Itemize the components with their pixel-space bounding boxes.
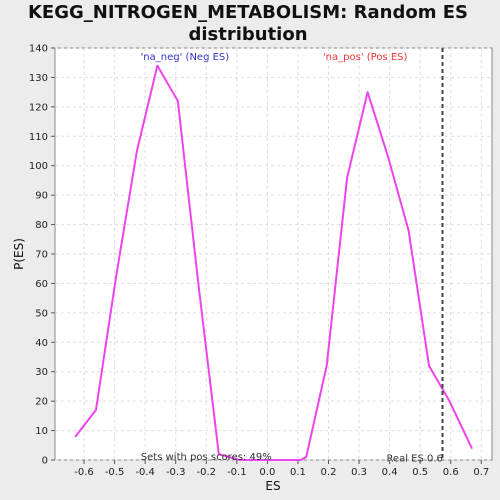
series-point bbox=[346, 176, 348, 179]
series-point bbox=[387, 156, 389, 158]
x-axis-label: ES bbox=[265, 479, 280, 493]
series-point bbox=[299, 459, 302, 461]
x-axis: -0.6 -0.5 -0.4 -0.3 -0.2 -0.1 0.0 0.1 0.2 0.3 0.4 0… bbox=[74, 460, 489, 478]
series-point bbox=[366, 91, 369, 93]
y-tick-label: 100 bbox=[29, 161, 48, 172]
y-tick-label: 20 bbox=[35, 397, 48, 408]
y-tick-label: 10 bbox=[35, 426, 48, 437]
series-point bbox=[238, 459, 241, 461]
y-tick-label: 120 bbox=[29, 102, 48, 113]
x-tick-label: 0.4 bbox=[382, 467, 398, 478]
y-tick-label: 130 bbox=[29, 73, 48, 84]
y-tick-label: 140 bbox=[29, 44, 48, 55]
x-tick-label: 0.2 bbox=[321, 467, 337, 478]
y-tick-label: 60 bbox=[35, 279, 48, 290]
series-point bbox=[74, 435, 77, 438]
series-point bbox=[448, 400, 451, 402]
series-point bbox=[197, 282, 200, 285]
y-axis: 0 10 20 30 40 50 60 70 80 90 100 110 120 130 140 bbox=[29, 44, 55, 467]
y-tick-label: 40 bbox=[35, 338, 48, 349]
x-tick-label: 0.1 bbox=[290, 467, 306, 478]
x-tick-label: -0.1 bbox=[227, 467, 247, 478]
series-layer bbox=[74, 64, 473, 461]
series-point bbox=[156, 64, 159, 67]
series-point bbox=[258, 459, 261, 461]
x-tick-label: 0.3 bbox=[351, 467, 367, 478]
series-point bbox=[428, 365, 430, 367]
y-tick-label: 30 bbox=[35, 367, 48, 378]
series-point bbox=[95, 409, 97, 411]
series-point bbox=[115, 273, 118, 276]
x-tick-label: -0.5 bbox=[105, 467, 125, 478]
series-point bbox=[407, 229, 410, 232]
annotation-text: Real ES 0.6 bbox=[386, 454, 442, 465]
annotation-layer: 'na_neg' (Neg ES) 'na_pos' (Pos ES) Sets w… bbox=[141, 52, 443, 465]
x-tick-label: 0.0 bbox=[259, 467, 275, 478]
x-tick-label: 0.7 bbox=[473, 467, 489, 478]
x-tick-label: 0.6 bbox=[443, 467, 459, 478]
x-tick-label: -0.2 bbox=[197, 467, 217, 478]
series-point bbox=[136, 150, 138, 152]
series-point bbox=[471, 447, 473, 450]
x-tick-label: 0.5 bbox=[412, 467, 428, 478]
y-tick-label: 50 bbox=[35, 308, 48, 319]
chart-title-line-1: KEGG_NITROGEN_METABOLISM: Random ES bbox=[28, 2, 468, 23]
y-axis-label: P(ES) bbox=[12, 238, 26, 270]
x-tick-label: -0.6 bbox=[74, 467, 94, 478]
annotation-text: 'na_neg' (Neg ES) bbox=[141, 52, 230, 63]
series-point bbox=[177, 100, 179, 102]
series-point bbox=[305, 456, 307, 458]
annotation-text: 'na_pos' (Pos ES) bbox=[323, 52, 408, 63]
annotation-text: Sets with pos scores: 49% bbox=[141, 452, 272, 463]
x-tick-label: -0.4 bbox=[135, 467, 155, 478]
x-tick-label: -0.3 bbox=[166, 467, 186, 478]
y-tick-label: 110 bbox=[29, 132, 48, 143]
chart-title-line-2: distribution bbox=[188, 24, 307, 45]
series-point bbox=[279, 459, 282, 461]
y-tick-label: 70 bbox=[35, 250, 48, 261]
series-point bbox=[217, 453, 220, 455]
y-tick-label: 80 bbox=[35, 220, 48, 231]
y-tick-label: 90 bbox=[35, 191, 48, 202]
series-point bbox=[325, 365, 328, 367]
y-tick-label: 0 bbox=[42, 456, 48, 467]
